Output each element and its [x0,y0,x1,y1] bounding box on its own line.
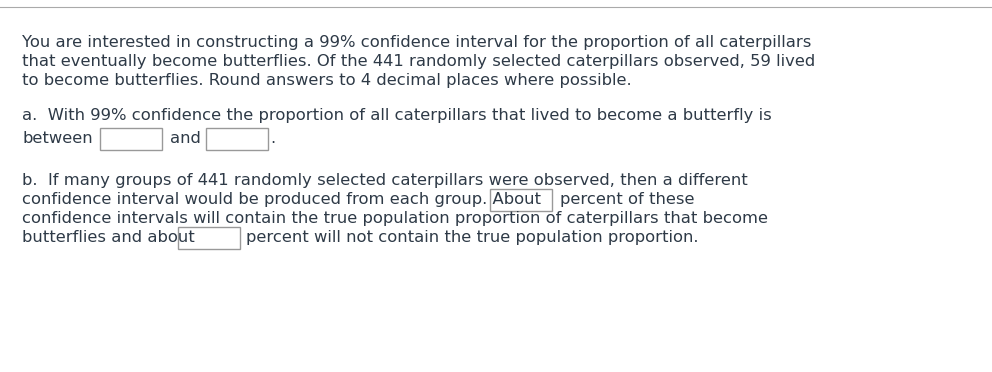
Text: percent will not contain the true population proportion.: percent will not contain the true popula… [246,230,698,245]
FancyBboxPatch shape [206,128,268,150]
Text: to become butterflies. Round answers to 4 decimal places where possible.: to become butterflies. Round answers to … [22,73,632,88]
Text: confidence intervals will contain the true population proportion of caterpillars: confidence intervals will contain the tr… [22,211,768,226]
Text: between: between [22,131,92,146]
Text: .: . [270,131,275,146]
FancyBboxPatch shape [178,227,240,249]
Text: butterflies and about: butterflies and about [22,230,194,245]
Text: confidence interval would be produced from each group. About: confidence interval would be produced fr… [22,192,541,207]
Text: that eventually become butterflies. Of the 441 randomly selected caterpillars ob: that eventually become butterflies. Of t… [22,54,815,69]
Text: You are interested in constructing a 99% confidence interval for the proportion : You are interested in constructing a 99%… [22,35,811,50]
Text: and: and [170,131,200,146]
FancyBboxPatch shape [100,128,162,150]
Text: b.  If many groups of 441 randomly selected caterpillars were observed, then a d: b. If many groups of 441 randomly select… [22,173,748,188]
Text: percent of these: percent of these [560,192,694,207]
Text: a.  With 99% confidence the proportion of all caterpillars that lived to become : a. With 99% confidence the proportion of… [22,108,772,123]
FancyBboxPatch shape [490,189,552,211]
